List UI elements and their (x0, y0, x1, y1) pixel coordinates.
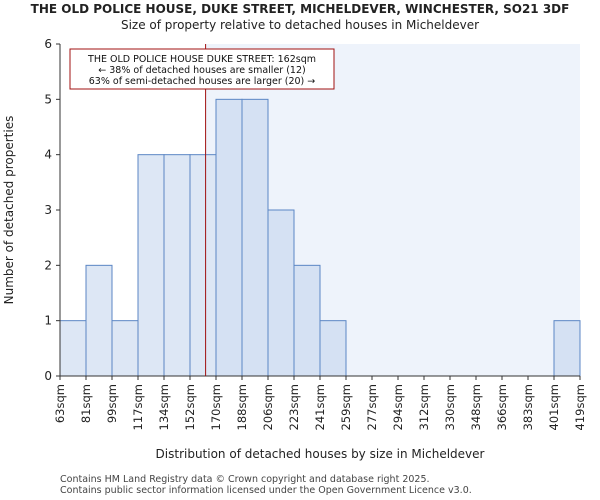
x-tick-label: 330sqm (443, 384, 457, 430)
bar (85, 264, 113, 377)
x-tick-label: 294sqm (391, 384, 405, 430)
x-tick-label: 366sqm (495, 384, 509, 430)
annotation-line-1: THE OLD POLICE HOUSE DUKE STREET: 162sqm (87, 54, 316, 65)
bar (189, 154, 217, 377)
chart-subtitle: Size of property relative to detached ho… (120, 18, 480, 32)
x-tick-label: 170sqm (209, 384, 223, 430)
annotation-line-3: 63% of semi-detached houses are larger (… (89, 76, 316, 87)
x-tick-label: 117sqm (131, 384, 145, 430)
x-tick-label: 348sqm (469, 384, 483, 430)
y-tick-label: 6 (44, 37, 52, 51)
bar (267, 209, 295, 377)
x-tick-label: 277sqm (365, 384, 379, 430)
y-tick-label: 1 (44, 314, 52, 328)
bar (319, 320, 347, 377)
bar (241, 98, 269, 377)
x-tick-label: 241sqm (313, 384, 327, 430)
x-tick-label: 81sqm (79, 384, 93, 423)
x-tick-label: 223sqm (287, 384, 301, 430)
y-tick-label: 2 (44, 258, 52, 272)
x-axis-title: Distribution of detached houses by size … (156, 447, 485, 461)
x-tick-label: 152sqm (183, 384, 197, 430)
bar (111, 320, 139, 377)
bar (215, 98, 243, 377)
y-axis-title: Number of detached properties (2, 116, 16, 305)
chart-title: THE OLD POLICE HOUSE, DUKE STREET, MICHE… (30, 2, 570, 16)
y-tick-label: 5 (44, 92, 52, 106)
x-tick-label: 401sqm (547, 384, 561, 430)
annotation-line-2: ← 38% of detached houses are smaller (12… (98, 65, 305, 76)
bar (293, 264, 321, 377)
bar (163, 154, 191, 377)
footer-licence: Contains public sector information licen… (60, 485, 472, 496)
annotation-box (69, 48, 335, 90)
y-tick-label: 0 (44, 369, 52, 383)
y-tick-label: 4 (44, 148, 52, 162)
x-tick-label: 188sqm (235, 384, 249, 430)
x-tick-label: 99sqm (105, 384, 119, 423)
bar (553, 320, 581, 377)
x-tick-label: 206sqm (261, 384, 275, 430)
bar (137, 154, 165, 377)
y-tick-label: 3 (44, 203, 52, 217)
x-tick-label: 419sqm (573, 384, 587, 430)
x-tick-label: 259sqm (339, 384, 353, 430)
x-tick-label: 63sqm (53, 384, 67, 423)
x-tick-label: 134sqm (157, 384, 171, 430)
x-tick-label: 312sqm (417, 384, 431, 430)
footer-copyright: Contains HM Land Registry data © Crown c… (60, 474, 430, 485)
bar (59, 320, 87, 377)
x-tick-label: 383sqm (521, 384, 535, 430)
